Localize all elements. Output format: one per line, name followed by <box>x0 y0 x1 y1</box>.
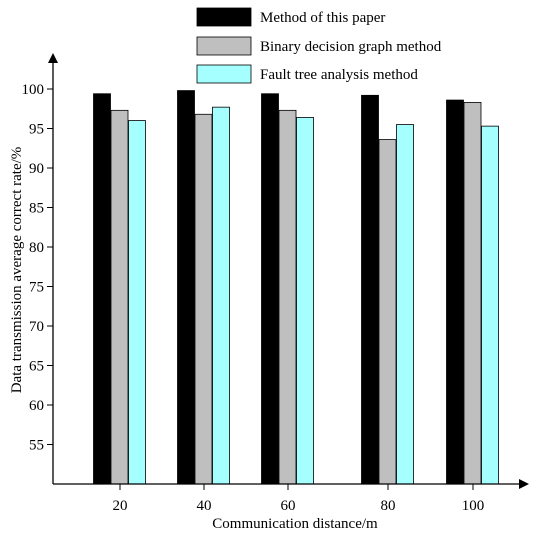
legend-label: Method of this paper <box>260 10 385 26</box>
bar-binary-decision-graph-method-20 <box>110 109 129 485</box>
legend: Method of this paper Binary decision grap… <box>196 7 442 84</box>
bar-method-of-this-paper-40 <box>177 90 195 485</box>
x-tick-label: 40 <box>197 498 212 514</box>
y-tick-label: 75 <box>29 280 44 296</box>
bar-method-of-this-paper-20 <box>93 93 111 485</box>
y-tick-label: 55 <box>29 438 44 454</box>
y-axis-title: Data transmission average correct rate/% <box>9 147 25 394</box>
bar-method-of-this-paper-60 <box>261 93 279 485</box>
bar-method-of-this-paper-80 <box>361 94 379 485</box>
bar-binary-decision-graph-method-80 <box>378 139 397 485</box>
bar-binary-decision-graph-method-40 <box>194 113 213 485</box>
x-tick-label: 60 <box>281 498 296 514</box>
bar-fault-tree-analysis-method-100 <box>481 125 499 485</box>
legend-swatch <box>196 36 252 56</box>
bar-fault-tree-analysis-method-20 <box>128 120 146 485</box>
y-tick-label: 80 <box>29 240 44 256</box>
bar-fault-tree-analysis-method-40 <box>212 106 230 485</box>
axes <box>48 53 529 489</box>
bar-method-of-this-paper-100 <box>446 99 464 485</box>
bar-fault-tree-analysis-method-60 <box>296 117 314 485</box>
y-tick-label: 60 <box>29 398 44 414</box>
legend-swatch <box>196 7 252 27</box>
y-tick-label: 100 <box>22 82 45 98</box>
y-tick-label: 70 <box>29 319 44 335</box>
bar-fault-tree-analysis-method-80 <box>396 124 414 485</box>
x-tick-label: 100 <box>462 498 485 514</box>
y-tick-label: 65 <box>29 359 44 375</box>
bar-binary-decision-graph-method-60 <box>278 109 297 485</box>
x-ticks: 20 40 60 80 100 <box>113 484 485 514</box>
x-axis-title: Communication distance/m <box>212 516 378 532</box>
y-tick-label: 90 <box>29 161 44 177</box>
bars <box>93 90 499 485</box>
legend-swatch <box>196 64 252 84</box>
x-tick-label: 20 <box>113 498 128 514</box>
bar-binary-decision-graph-method-100 <box>463 102 482 485</box>
y-tick-label: 85 <box>29 201 44 217</box>
y-ticks: 55 60 65 70 75 80 85 90 95 100 <box>22 82 53 454</box>
y-tick-label: 95 <box>29 122 44 138</box>
x-tick-label: 80 <box>381 498 396 514</box>
legend-label: Fault tree analysis method <box>260 67 418 83</box>
legend-label: Binary decision graph method <box>260 39 442 55</box>
